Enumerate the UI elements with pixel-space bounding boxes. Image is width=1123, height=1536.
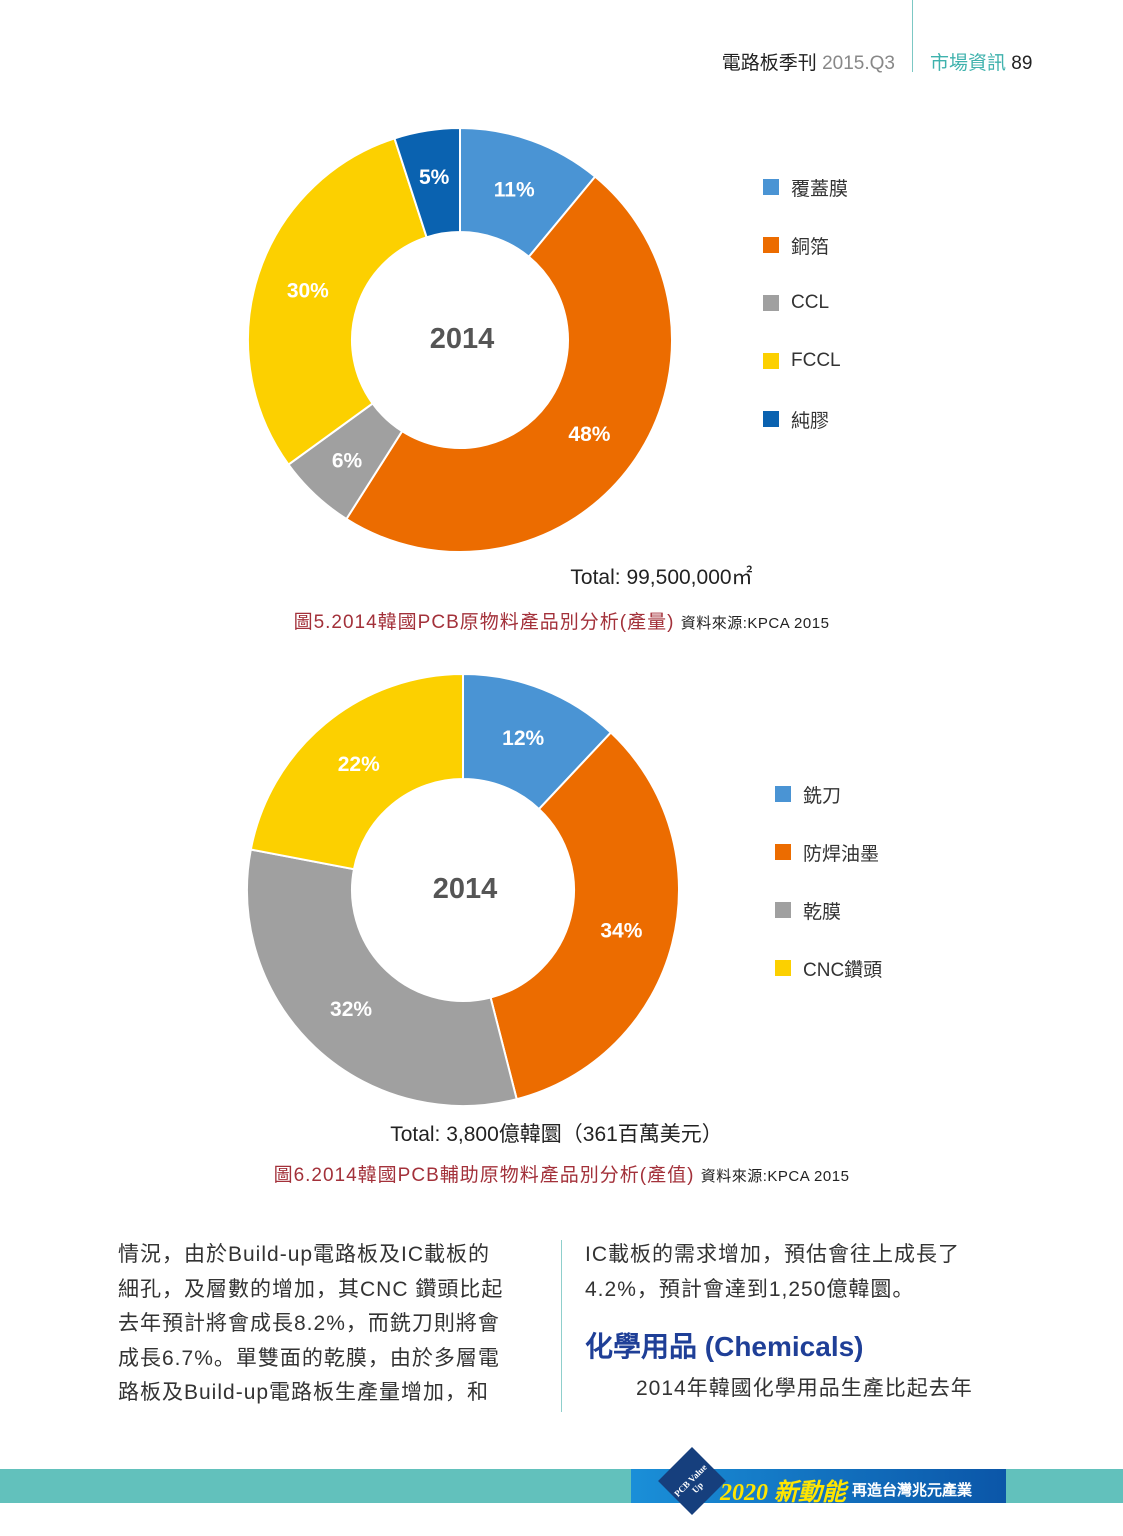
header-divider [912, 0, 913, 72]
legend-item: 銑刀 [775, 765, 882, 823]
legend-label: 乾膜 [803, 901, 842, 923]
donut-chart-value: 12% 34% 32% 22% 2014 [246, 672, 680, 1107]
figure-caption-5: 圖5.2014韓國PCB原物料產品別分析(產量) 資料來源:KPCA 2015 [293, 612, 830, 633]
legend-label: 銅箔 [791, 236, 830, 258]
total-volume: Total: 99,500,000㎡ [570, 566, 753, 589]
center-year-label: 2014 [430, 323, 495, 355]
legend-label: 銑刀 [803, 785, 842, 807]
body-right-column: IC載板的需求增加，預估會往上成長了 4.2%，預計會達到1,250億韓圜。 [585, 1243, 960, 1301]
slice-1 [345, 175, 673, 553]
issue: 2015.Q3 [822, 53, 895, 74]
legend-swatch [763, 353, 779, 369]
header-section: 市場資訊 89 [930, 48, 1032, 75]
section-heading: 化學用品 (Chemicals) [585, 1331, 864, 1362]
slice-label: 5% [419, 166, 450, 189]
slice-label: 6% [332, 449, 363, 472]
legend-item: 乾膜 [775, 881, 882, 939]
legend-swatch [763, 237, 779, 253]
slice-2 [246, 848, 518, 1107]
slice-label: 22% [338, 753, 380, 776]
legend-item: CCL [763, 274, 848, 332]
legend-item: 銅箔 [763, 216, 848, 274]
magazine-name: 電路板季刊 [721, 53, 817, 74]
legend-swatch [775, 902, 791, 918]
legend-swatch [775, 960, 791, 976]
body-right-paragraph: 2014年韓國化學用品生產比起去年 [636, 1377, 973, 1400]
legend-swatch [763, 295, 779, 311]
legend-item: 純膠 [763, 390, 848, 448]
legend-volume: 覆蓋膜銅箔 CCL FCCL 純膠 [763, 158, 848, 448]
figure-caption-6: 圖6.2014韓國PCB輔助原物料產品別分析(產值) 資料來源:KPCA 201… [273, 1165, 850, 1186]
legend-item: FCCL [763, 332, 848, 390]
slice-3 [249, 672, 464, 871]
legend-label: 覆蓋膜 [791, 178, 849, 200]
legend-label: FCCL [791, 350, 841, 371]
legend-label: 防焊油墨 [803, 843, 880, 865]
legend-item: 覆蓋膜 [763, 158, 848, 216]
legend-item: CNC鑽頭 [775, 939, 882, 997]
footer-subtitle: 再造台灣兆元產業 [852, 1482, 973, 1499]
total-value: Total: 3,800億韓圜（361百萬美元） [390, 1123, 723, 1146]
column-divider [561, 1240, 562, 1412]
legend-swatch [763, 411, 779, 427]
slice-label: 34% [600, 920, 642, 943]
header-magazine: 電路板季刊 2015.Q3 [722, 48, 895, 75]
legend-swatch [775, 786, 791, 802]
legend-item: 防焊油墨 [775, 823, 882, 881]
legend-label: 純膠 [791, 410, 830, 432]
slice-1 [489, 731, 680, 1101]
legend-label: CCL [791, 292, 830, 313]
legend-swatch [775, 844, 791, 860]
body-left-column: 情況，由於Build-up電路板及IC載板的 細孔，及層數的增加，其CNC 鑽頭比… [118, 1243, 504, 1404]
slice-4 [393, 126, 461, 239]
slice-label: 32% [330, 998, 372, 1021]
slice-3 [247, 137, 428, 467]
slice-label: 48% [568, 423, 610, 446]
slice-label: 12% [502, 727, 544, 750]
page-number: 89 [1011, 53, 1033, 74]
legend-value: 銑刀防焊油墨乾膜 CNC鑽頭 [775, 765, 882, 997]
donut-chart-volume: 11% 48% 6% 30% 5% 2014 [247, 126, 673, 553]
legend-label: CNC鑽頭 [803, 959, 883, 981]
center-year-label: 2014 [433, 873, 498, 905]
section-name: 市場資訊 [930, 53, 1007, 74]
slice-label: 30% [287, 280, 329, 303]
legend-swatch [763, 179, 779, 195]
slice-label: 11% [494, 178, 535, 201]
footer-title: 2020 新動能 [720, 1480, 846, 1506]
